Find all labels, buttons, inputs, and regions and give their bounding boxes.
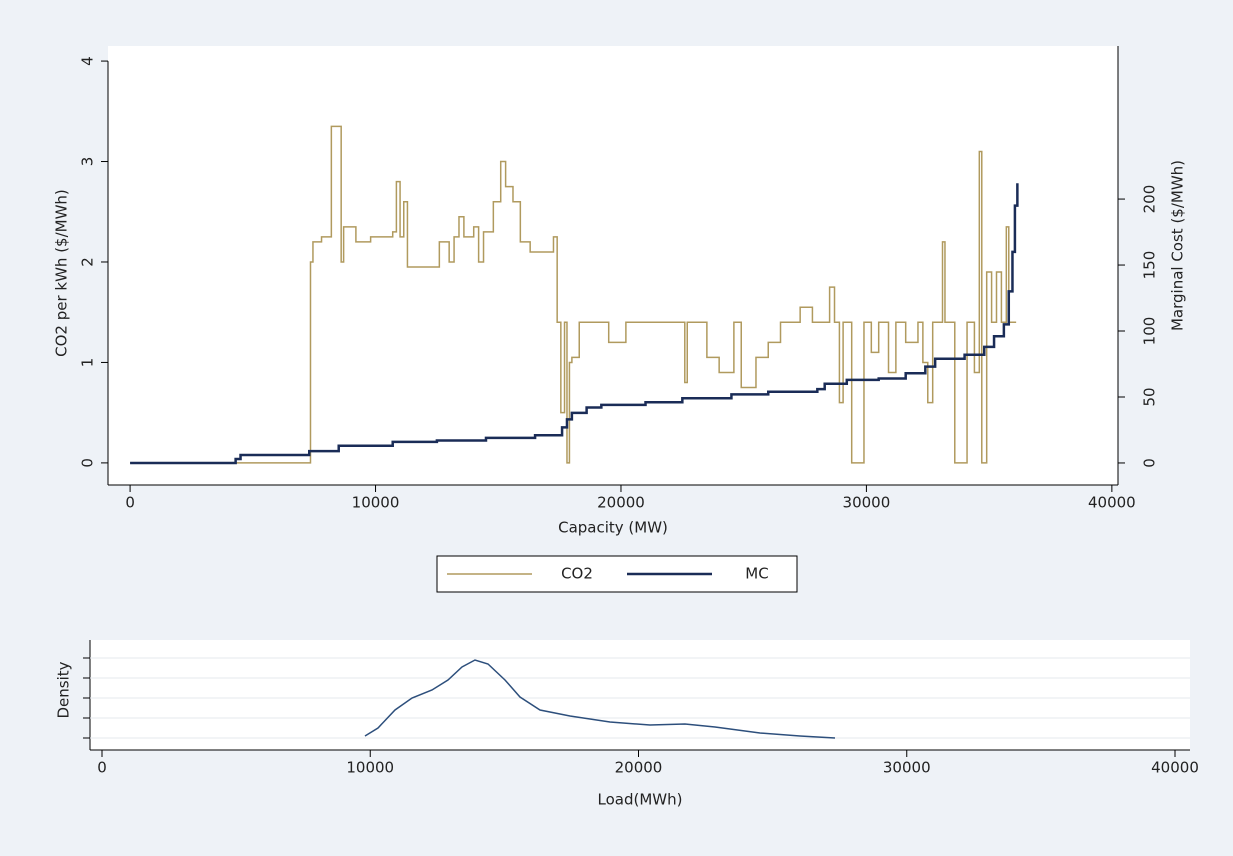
y-tick-label: 0 — [79, 458, 97, 468]
x-tick-label: 10000 — [352, 494, 400, 512]
plot-area — [108, 46, 1118, 485]
x-tick-label: 20000 — [615, 759, 663, 777]
x-axis-title: Load(MWh) — [598, 791, 683, 809]
legend-label: MC — [745, 565, 768, 583]
x-tick-label: 20000 — [597, 494, 645, 512]
y-tick-label: 3 — [79, 157, 97, 167]
x-tick-label: 10000 — [346, 759, 394, 777]
y-tick-label: 1 — [79, 358, 97, 368]
data-line — [130, 183, 1019, 465]
y2-tick-label: 200 — [1141, 185, 1159, 214]
plot-area — [90, 640, 1190, 750]
y2-axis-title: Marginal Cost ($/MWh) — [1169, 160, 1187, 331]
x-tick-label: 30000 — [843, 494, 891, 512]
y-tick-label: 4 — [79, 56, 97, 66]
y2-tick-label: 150 — [1141, 251, 1159, 280]
y2-tick-label: 0 — [1141, 458, 1159, 468]
data-line — [130, 125, 1017, 464]
data-line — [364, 659, 836, 739]
y-tick-label: 2 — [79, 257, 97, 267]
x-tick-label: 30000 — [883, 759, 931, 777]
y2-tick-label: 50 — [1141, 387, 1159, 406]
x-tick-label: 40000 — [1088, 494, 1136, 512]
legend-label: CO2 — [561, 565, 593, 583]
x-tick-label: 0 — [97, 759, 107, 777]
x-tick-label: 40000 — [1151, 759, 1199, 777]
y-axis-title: CO2 per kWh ($/MWh) — [53, 189, 71, 357]
y2-tick-label: 100 — [1141, 317, 1159, 346]
y-axis-title: Density — [55, 661, 73, 718]
x-axis-title: Capacity (MW) — [558, 519, 668, 537]
x-tick-label: 0 — [125, 494, 135, 512]
